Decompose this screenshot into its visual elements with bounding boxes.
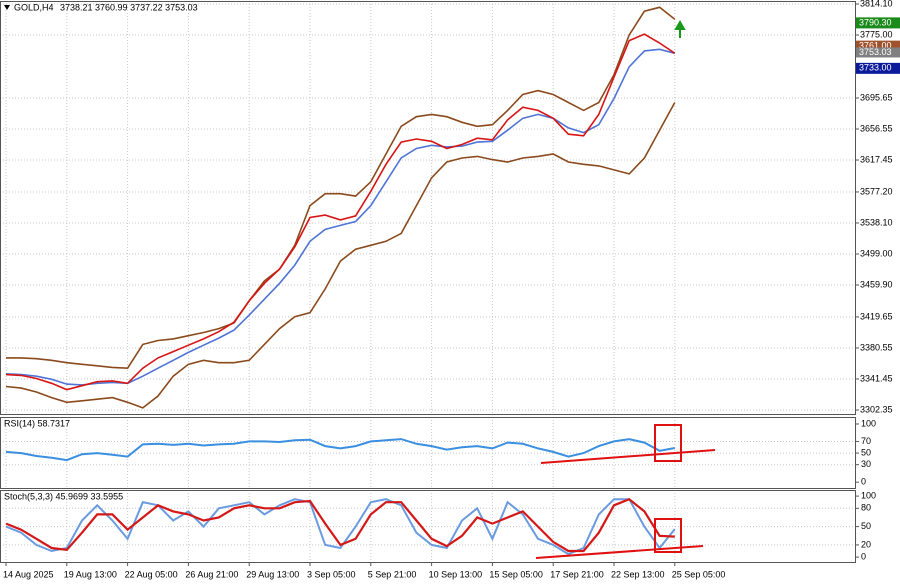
x-tick-label: 3 Sep 05:00 — [307, 569, 356, 579]
y-tick-label: 3302.35 — [860, 404, 893, 414]
x-tick-label: 5 Sep 21:00 — [368, 569, 417, 579]
stoch-panel — [0, 490, 856, 563]
x-tick-label: 29 Aug 13:00 — [246, 569, 299, 579]
rsi-panel — [0, 417, 856, 489]
y-tick-label: 3419.65 — [860, 311, 893, 321]
x-tick-label: 25 Sep 05:00 — [672, 569, 726, 579]
y-tick-label: 3499.00 — [860, 248, 893, 258]
y-tick-label: 30 — [861, 459, 871, 469]
level-label-box — [856, 17, 900, 29]
y-tick-label: 3656.55 — [860, 123, 893, 133]
main-panel — [0, 1, 856, 415]
band-upper — [6, 6, 676, 370]
band-lower — [5, 102, 676, 409]
stoch-title: Stoch(5,3,3) 45.9699 33.5955 — [4, 491, 123, 501]
rsi-highlight — [654, 424, 682, 462]
rsi-title: RSI(14) 58.7317 — [4, 418, 70, 428]
text-layer: GOLD,H4 3738.21 3760.99 3737.22 3753.03 … — [3, 0, 900, 579]
y-tick-label: 0 — [861, 477, 866, 487]
y-tick-label: 3814.10 — [860, 0, 893, 8]
rsi-trendline — [540, 449, 716, 464]
y-tick-label: 3538.10 — [860, 217, 893, 227]
y-tick-label: 3459.90 — [860, 279, 893, 289]
ohlc: 3738.21 3760.99 3737.22 3753.03 — [60, 2, 198, 12]
y-tick-label: 3695.65 — [860, 92, 893, 102]
level-label-box — [856, 62, 900, 74]
ma-slow — [5, 48, 676, 386]
y-tick-label: 3775.00 — [860, 29, 893, 39]
x-tick-label: 26 Aug 21:00 — [185, 569, 238, 579]
x-tick-label: 10 Sep 13:00 — [429, 569, 483, 579]
y-tick-label: 100 — [861, 490, 876, 500]
y-tick-label: 3577.20 — [860, 186, 893, 196]
stoch-line — [5, 498, 676, 556]
y-tick-label: 3380.55 — [860, 342, 893, 352]
y-tick-label: 50 — [861, 447, 871, 457]
marks-layer — [5, 6, 676, 556]
stoch-trendline — [535, 545, 704, 559]
y-tick-label: 80 — [861, 503, 871, 513]
up-arrow — [674, 19, 686, 38]
x-tick-label: 19 Aug 13:00 — [64, 569, 117, 579]
annotations — [535, 19, 716, 559]
x-tick-label: 17 Sep 21:00 — [550, 569, 604, 579]
y-tick-label: 70 — [861, 436, 871, 446]
price-label: 3753.03 — [859, 47, 892, 57]
stoch-highlight — [654, 518, 682, 553]
level-label: 3790.30 — [859, 17, 892, 27]
y-tick-label: 20 — [861, 539, 871, 549]
level-label-box — [856, 40, 900, 52]
y-tick-label: 0 — [861, 551, 866, 561]
y-tick-label: 3617.45 — [860, 154, 893, 164]
level-label: 3761.00 — [859, 41, 892, 51]
menu-arrow — [4, 5, 10, 10]
y-tick-label: 50 — [861, 521, 871, 531]
x-tick-label: 22 Sep 13:00 — [611, 569, 665, 579]
symbol: GOLD,H4 — [14, 2, 54, 12]
level-label: 3733.00 — [859, 63, 892, 73]
rsi-line — [5, 438, 675, 462]
ma-fast — [5, 33, 676, 391]
x-tick-label: 22 Aug 05:00 — [125, 569, 178, 579]
y-tick-label: 3341.45 — [860, 373, 893, 383]
x-tick-label: 14 Aug 2025 — [3, 569, 54, 579]
x-tick-label: 15 Sep 05:00 — [489, 569, 543, 579]
price-label-box — [856, 47, 900, 58]
stoch-line — [5, 497, 675, 553]
y-tick-label: 100 — [861, 418, 876, 428]
